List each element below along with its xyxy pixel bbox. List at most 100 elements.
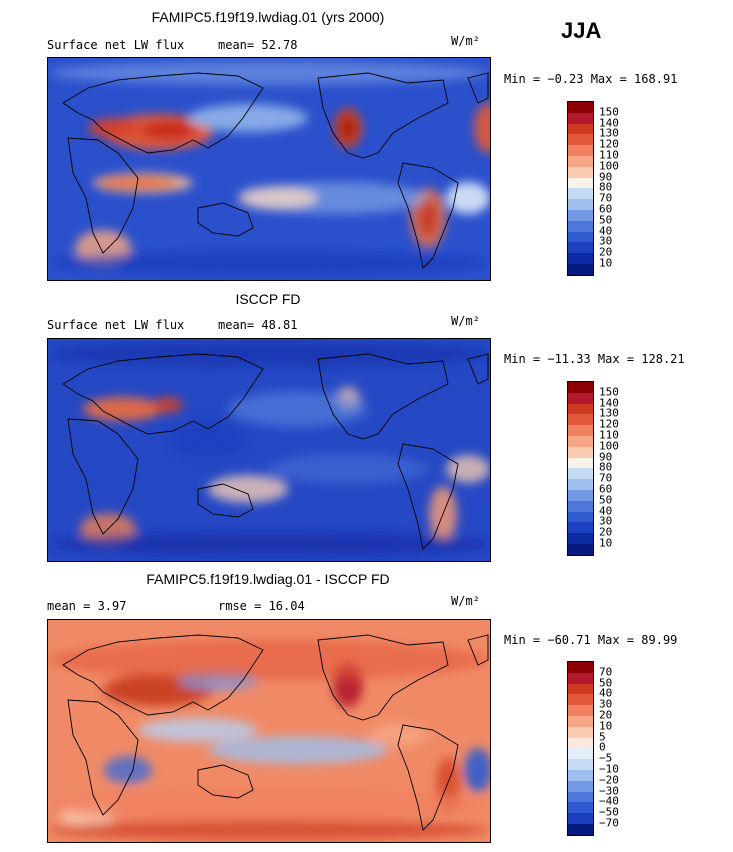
panel3-map-field [48,620,490,842]
colorbar-tick-label: 40 [599,686,613,700]
field-region [49,251,489,275]
panel1-map [47,57,491,281]
colorbar-swatch [568,156,593,168]
colorbar-swatch [568,770,593,782]
panel2-map [47,338,491,562]
colorbar-swatch [568,414,593,426]
colorbar-swatch [568,672,593,685]
colorbar-swatch [568,425,593,437]
coastline [62,353,264,435]
field-region [238,186,318,210]
map-field-shading [49,342,490,556]
colorbar-tick-label: 110 [599,428,619,442]
colorbar-swatch [568,403,593,415]
colorbar-tick-label: 10 [599,719,613,733]
coastline [197,483,254,518]
field-region [104,756,152,784]
field-region [208,475,288,503]
colorbar-swatch [568,662,593,674]
panel3-rmse: rmse = 16.04 [218,599,305,613]
field-region [188,104,308,132]
colorbar-swatch [568,479,593,491]
colorbar-tick-label: 60 [599,202,613,216]
coastlines [62,72,489,269]
colorbar-swatch [568,446,593,459]
coastlines [62,353,489,550]
colorbar-swatch [568,791,593,803]
colorbar-swatch [568,544,593,556]
colorbar-tick-label: 10 [599,256,613,270]
colorbar-tick-label: 50 [599,676,613,690]
coastline [397,724,459,831]
colorbar-swatch [568,522,593,534]
colorbar-swatch [568,500,593,513]
colorbar-tick-label: 70 [599,191,613,205]
colorbar-tick-label: 10 [599,536,613,550]
colorbar-tick-label: 150 [599,105,619,119]
field-region [268,454,428,484]
coastline [197,764,254,799]
panel1-units: W/m² [451,34,480,48]
panel1-title: FAMIPC5.f19f19.lwdiag.01 (yrs 2000) [151,9,385,25]
coastline [467,634,489,666]
panel1-map-field [48,58,490,280]
colorbar-tick-label: 70 [599,665,613,679]
field-region [418,198,438,238]
colorbar-tick-label: 50 [599,213,613,227]
map-field-shading [49,640,490,840]
colorbar-swatch [568,382,593,394]
colorbar-swatch [568,533,593,545]
colorbar-swatch [568,210,593,222]
colorbar-tick-label: −40 [599,794,619,808]
colorbar-swatch [568,726,593,739]
colorbar-swatch [568,102,593,114]
colorbar-swatch [568,436,593,448]
panel3-units: W/m² [451,594,480,608]
panel2-mean: mean= 48.81 [218,318,298,332]
panel1-minmax: Min = −0.23 Max = 168.91 [504,72,678,86]
field-region [340,116,356,140]
colorbar-tick-label: 60 [599,482,613,496]
colorbar-swatch [568,813,593,825]
panel2-variable-label: Surface net LW flux [47,318,185,332]
coastline [397,162,459,269]
coastline [67,418,139,535]
coastline [67,699,139,816]
colorbar-swatch [568,490,593,502]
coastline [397,443,459,550]
coastline [317,72,449,159]
colorbar-swatch [568,166,593,179]
field-region [446,455,490,483]
panel2-title: ISCCP FD [235,291,301,307]
colorbar-swatch [568,468,593,480]
colorbar-tick-label: 80 [599,460,613,474]
colorbar-tick-label: 100 [599,439,619,453]
coastline [317,353,449,440]
colorbar-tick-label: −70 [599,816,619,830]
colorbar-tick-label: 130 [599,406,619,420]
coastline [197,202,254,237]
colorbar-tick-label: 30 [599,697,613,711]
colorbar-tick-label: 90 [599,450,613,464]
colorbar-swatch [568,748,593,760]
colorbar-tick-label: −20 [599,773,619,787]
colorbar-swatch [568,134,593,146]
field-region [49,532,489,556]
field-region [138,718,258,742]
field-region [49,342,489,366]
colorbar-swatch [568,242,593,254]
colorbar-tick-label: 70 [599,471,613,485]
colorbar-tick-label: −30 [599,784,619,798]
field-region [140,121,196,139]
colorbar-swatch [568,253,593,265]
colorbar-tick-label: 100 [599,159,619,173]
panel1-variable-label: Surface net LW flux [47,38,185,52]
field-region [474,103,490,153]
field-region [464,748,490,792]
colorbar-tick-label: 140 [599,116,619,130]
colorbar-tick-label: 40 [599,224,613,238]
panel3-mean: mean = 3.97 [47,599,127,613]
colorbar-swatch [568,112,593,125]
field-region [208,736,388,764]
colorbar-tick-label: −50 [599,805,619,819]
